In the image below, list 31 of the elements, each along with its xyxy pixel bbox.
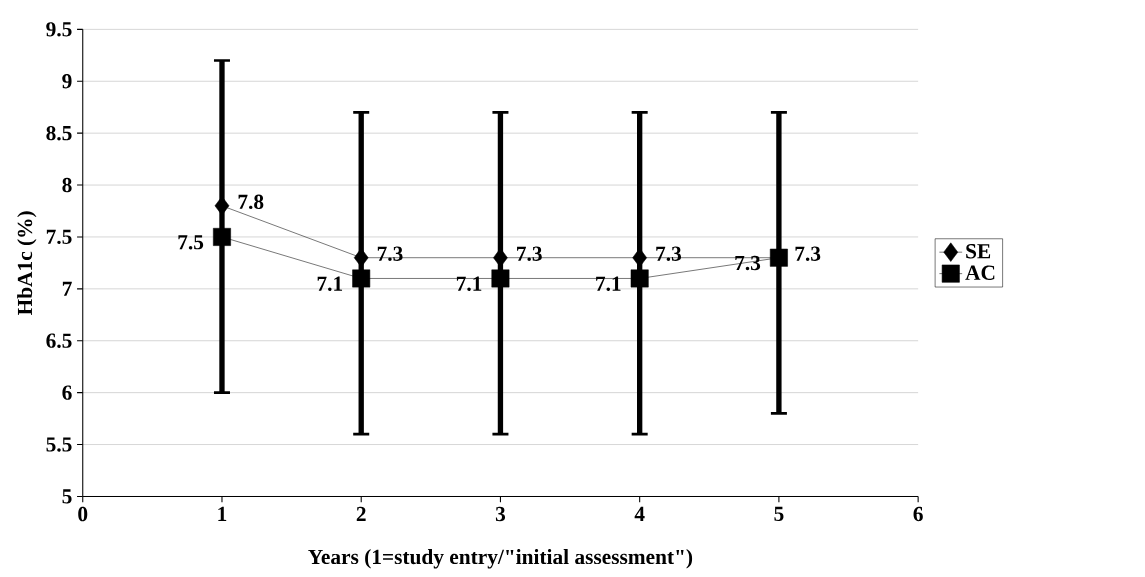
data-label: 7.1 [596,276,621,292]
x-tick-label: 0 [78,507,88,522]
data-label: 7.3 [795,246,821,262]
legend-label: SE [966,244,991,259]
data-label: 7.3 [735,256,761,271]
data-label: 7.3 [656,246,682,262]
x-tick-label: 1 [218,507,227,522]
legend-label: AC [965,265,995,281]
y-tick-label: 7.5 [46,230,72,245]
data-label: 7.1 [456,276,482,292]
y-tick-label: 5.5 [46,437,72,452]
x-tick-label: 6 [913,507,923,522]
y-tick-label: 9 [62,74,72,89]
y-axis-title: HbA1c (%) [17,211,37,316]
x-tick-label: 2 [356,507,366,522]
data-label: 7.3 [517,246,542,262]
y-tick-label: 9.5 [46,22,72,37]
y-tick-label: 6.5 [46,333,72,349]
y-tick-label: 6 [62,385,72,401]
data-label: 7.5 [178,235,204,250]
data-label: 7.1 [317,276,343,292]
y-tick-label: 5 [62,489,72,504]
y-tick-label: 8.5 [46,126,72,141]
y-tick-label: 7 [62,282,72,297]
x-tick-label: 4 [634,507,645,522]
data-label: 7.3 [377,246,403,262]
x-tick-label: 3 [495,507,506,522]
data-label: 7.8 [238,194,264,210]
x-tick-label: 5 [774,507,784,522]
x-axis-title: Years (1=study entry/"initial assessment") [308,549,693,569]
y-tick-label: 8 [62,178,72,193]
